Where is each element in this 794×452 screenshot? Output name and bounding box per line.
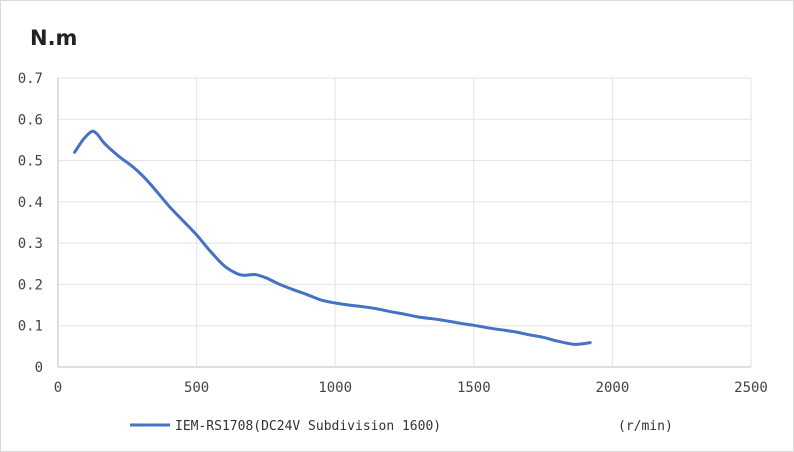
x-tick-labels: 0 500 1000 1500 2000 2500	[54, 380, 768, 396]
y-tick-label: 0.1	[18, 319, 43, 335]
legend: IEM-RS1708(DC24V Subdivision 1600)	[130, 419, 441, 434]
y-tick-label: 0.6	[18, 112, 43, 128]
y-tick-label: 0.5	[18, 154, 43, 170]
y-tick-label: 0.7	[18, 71, 43, 87]
x-tick-label: 500	[184, 380, 209, 396]
grid-lines	[57, 77, 752, 368]
y-tick-label: 0.4	[18, 195, 43, 211]
x-tick-label: 2500	[734, 380, 768, 396]
x-tick-label: 0	[54, 380, 62, 396]
series-group	[73, 129, 592, 346]
y-tick-label: 0.3	[18, 236, 43, 252]
x-axis-unit-label: (r/min)	[618, 419, 673, 434]
series-line	[73, 129, 592, 346]
x-tick-label: 1500	[457, 380, 491, 396]
x-tick-label: 1000	[318, 380, 352, 396]
y-axis-unit-label: N.m	[30, 26, 78, 50]
y-tick-label: 0.2	[18, 277, 43, 293]
x-tick-label: 2000	[596, 380, 630, 396]
legend-label: IEM-RS1708(DC24V Subdivision 1600)	[175, 419, 441, 434]
y-tick-label: 0	[35, 360, 43, 376]
y-tick-labels: 0 0.1 0.2 0.3 0.4 0.5 0.6 0.7	[18, 71, 43, 376]
